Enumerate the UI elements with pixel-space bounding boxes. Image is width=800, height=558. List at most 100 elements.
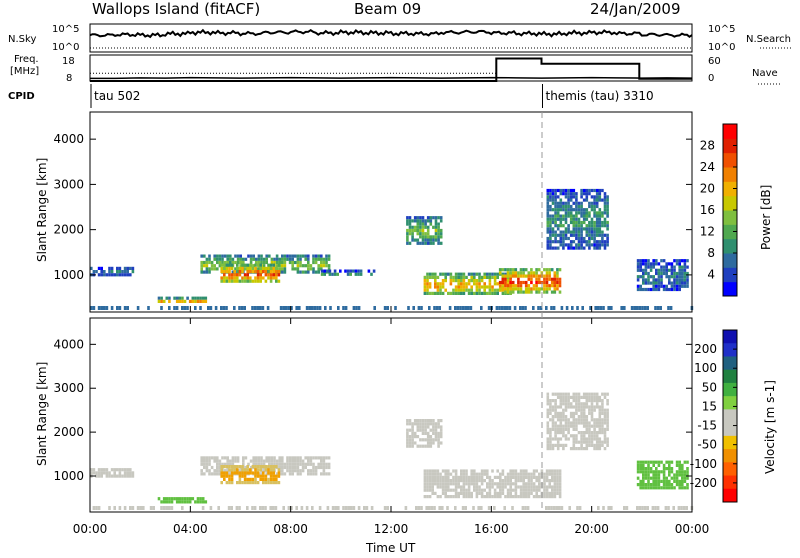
power-region-4: [320, 269, 376, 276]
velocity-color-swatch: [723, 449, 737, 463]
power-color-swatch: [723, 210, 737, 225]
time-axis-label: Time UT: [365, 541, 416, 554]
velocity-tick-label: -15: [697, 419, 717, 433]
power-color-swatch: [723, 238, 737, 254]
velocity-color-swatch: [723, 422, 737, 437]
velocity-color-swatch: [723, 369, 737, 384]
velocity-ylabel: Slant Range [km]: [35, 362, 49, 466]
time-tick-label: 08:00: [273, 522, 308, 536]
power-tick-label: 4: [707, 268, 715, 282]
power-region-9: [636, 259, 689, 292]
power-region-6: [498, 268, 562, 294]
time-tick-label: 20:00: [574, 522, 609, 536]
velocity-range-tick-label: 2000: [53, 425, 84, 439]
velocity-colorbar: 200 100 50 15 -15 -50 -100 -200: [690, 329, 738, 503]
velocity-color-swatch: [723, 409, 737, 424]
nave-line: [90, 57, 692, 82]
power-tick-label: 20: [700, 182, 715, 196]
time-tick-label: 00:00: [675, 522, 710, 536]
power-region-8: [546, 188, 609, 250]
sky-series: [89, 28, 693, 49]
velocity-range-ticks: 1000 2000 3000 4000: [53, 337, 692, 483]
sky-panel-frame: [89, 23, 693, 53]
power-color-swatch: [723, 267, 737, 283]
velocity-tick-label: 50: [702, 380, 717, 394]
sky-right-tick-top: 10^5: [708, 24, 735, 35]
freq-right-tick-bottom: 0: [708, 73, 714, 84]
velocity-region-6: [546, 392, 609, 451]
velocity-panel: [90, 392, 694, 510]
power-ground-scatter: [90, 306, 694, 310]
velocity-region-7: [636, 460, 689, 490]
power-region-7: [406, 216, 443, 245]
freq-right-tick-top: 60: [708, 56, 721, 67]
power-tick-label: 24: [700, 160, 715, 174]
velocity-tick-label: 200: [694, 342, 717, 356]
cpid-label: CPID: [8, 91, 35, 102]
power-range-tick-label: 4000: [53, 132, 84, 146]
velocity-region-4: [423, 469, 562, 499]
power-tick-label: 12: [700, 225, 715, 239]
sky-right-label: N.Search: [746, 34, 791, 45]
power-range-tick-label: 2000: [53, 223, 84, 237]
power-color-swatch: [723, 253, 737, 268]
power-color-swatch: [723, 138, 737, 154]
time-tick-label: 00:00: [73, 522, 108, 536]
velocity-color-swatch: [723, 330, 737, 344]
velocity-region-5: [406, 419, 443, 448]
cpid-segment-0: tau 502: [94, 89, 140, 103]
velocity-color-swatch: [723, 396, 737, 410]
freq-line: [90, 76, 693, 80]
freq-series: [90, 57, 693, 82]
freq-label-line1: Freq.: [14, 54, 39, 65]
time-axis: 00:00 04:00 08:00 12:00 16:00 20:00 00:00: [73, 306, 710, 536]
time-tick-label: 04:00: [173, 522, 208, 536]
power-region-3: [220, 263, 281, 283]
date-label: 24/Jan/2009: [590, 0, 681, 18]
nave-label: Nave: [752, 68, 778, 79]
cpid-segment-1: themis (tau) 3310: [546, 89, 654, 103]
velocity-region-0: [90, 468, 135, 478]
freq-label-line2: [MHz]: [10, 66, 39, 77]
velocity-color-swatch: [723, 475, 737, 490]
power-color-swatch: [723, 281, 737, 297]
freq-left-tick-top: 18: [62, 56, 75, 67]
time-tick-label: 16:00: [474, 522, 509, 536]
power-color-swatch: [723, 181, 737, 197]
sky-left-tick-bottom: 10^0: [52, 42, 79, 53]
velocity-tick-label: 100: [694, 361, 717, 375]
velocity-range-tick-label: 3000: [53, 381, 84, 395]
velocity-colorbar-label: Velocity [m s-1]: [763, 380, 777, 474]
power-range-tick-label: 1000: [53, 268, 84, 282]
power-tick-label: 8: [707, 246, 715, 260]
power-color-swatch: [723, 124, 737, 139]
power-panel: [90, 188, 694, 310]
velocity-color-swatch: [723, 435, 737, 450]
power-color-swatch: [723, 152, 737, 168]
power-range-ticks: 1000 2000 3000 4000: [53, 132, 692, 282]
power-tick-label: 28: [700, 139, 715, 153]
power-color-swatch: [723, 167, 737, 182]
velocity-color-swatch: [723, 382, 737, 397]
velocity-tick-label: -50: [697, 438, 717, 452]
power-ylabel: Slant Range [km]: [35, 158, 49, 262]
station-title: Wallops Island (fitACF): [92, 0, 260, 18]
power-region-5: [423, 272, 512, 295]
power-colorbar: 28 24 20 16 12 8 4: [700, 123, 738, 297]
velocity-color-swatch: [723, 356, 737, 371]
power-range-tick-label: 3000: [53, 177, 84, 191]
beam-label: Beam 09: [354, 0, 421, 18]
sky-left-label: N.Sky: [8, 34, 36, 45]
power-color-swatch: [723, 195, 737, 211]
velocity-region-1: [157, 497, 208, 504]
freq-left-tick-bottom: 8: [66, 73, 72, 84]
sky-count-line: [89, 28, 693, 39]
power-region-1: [157, 296, 208, 303]
velocity-color-swatch: [723, 488, 737, 503]
velocity-tick-label: 15: [702, 399, 717, 413]
power-color-swatch: [723, 224, 737, 240]
sky-right-tick-bottom: 10^0: [708, 42, 735, 53]
power-colorbar-label: Power [dB]: [759, 185, 773, 250]
sky-left-tick-top: 10^5: [52, 24, 79, 35]
